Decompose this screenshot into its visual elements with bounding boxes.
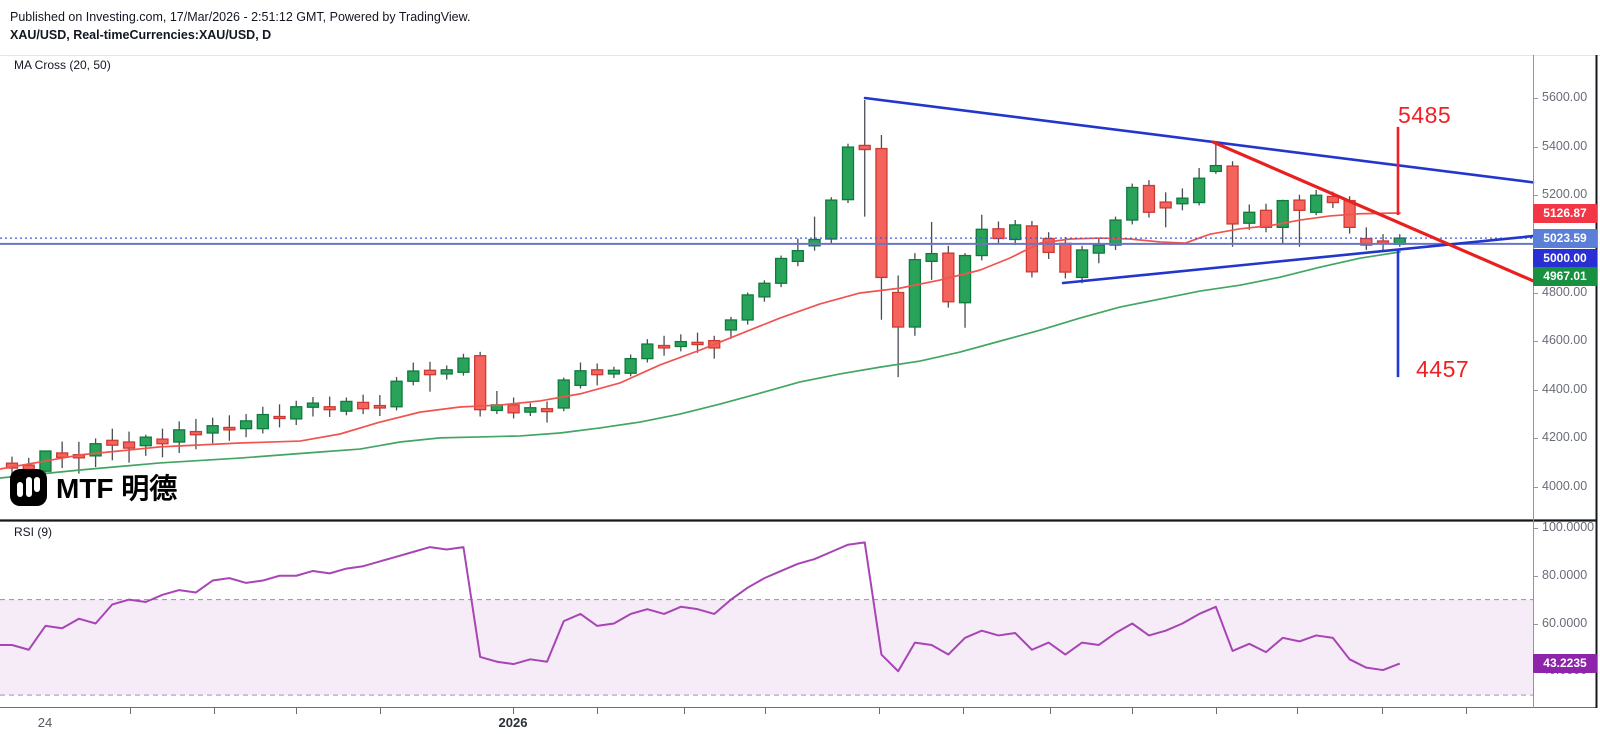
price-tick-mark bbox=[1533, 487, 1538, 488]
rsi-tick-mark bbox=[1533, 528, 1538, 529]
price-tick-mark bbox=[1533, 98, 1538, 99]
breakdown-trend-line bbox=[1211, 140, 1535, 283]
ma50-price-badge: 4967.01 bbox=[1533, 266, 1597, 286]
ma-cross-indicator-label: MA Cross (20, 50) bbox=[14, 58, 111, 72]
mtf-logo-icon bbox=[10, 468, 47, 506]
ma20-price-badge: 5126.87 bbox=[1533, 203, 1597, 223]
watermark-logo: MTF 明德 bbox=[10, 467, 177, 507]
time-tick-mark bbox=[597, 708, 598, 714]
rsi-tick-label: 100.0000 bbox=[1542, 520, 1595, 534]
last-price-badge: 5023.59 bbox=[1533, 229, 1597, 248]
candlestick-series bbox=[5, 99, 1406, 480]
price-tick-mark bbox=[1533, 195, 1538, 197]
mtf-logo-text: MTF 明德 bbox=[56, 473, 178, 504]
time-tick-mark bbox=[1050, 708, 1051, 714]
ma50-line bbox=[0, 251, 1401, 479]
time-tick-mark bbox=[380, 708, 381, 714]
time-tick-mark bbox=[1132, 708, 1133, 714]
rsi-tick-mark bbox=[1533, 623, 1538, 625]
symbol-title: XAU/USD, Real-timeCurrencies:XAU/USD, D bbox=[10, 28, 272, 42]
publish-attribution: Published on Investing.com, 17/Mar/2026 … bbox=[10, 10, 471, 24]
time-tick-mark bbox=[879, 708, 880, 714]
rsi-band bbox=[0, 599, 1533, 696]
rsi-tick-label: 60.0000 bbox=[1542, 615, 1588, 630]
time-tick-mark bbox=[513, 708, 514, 714]
price-tick-label: 4200.00 bbox=[1542, 430, 1588, 445]
rsi-tick-mark bbox=[1533, 575, 1538, 577]
price-tick-mark bbox=[1533, 292, 1538, 294]
time-tick-mark bbox=[684, 708, 685, 714]
price-tick-label: 4400.00 bbox=[1542, 381, 1588, 396]
price-tick-mark bbox=[1533, 146, 1538, 148]
price-tick-label: 5600.00 bbox=[1542, 90, 1588, 104]
rsi-indicator-label: RSI (9) bbox=[14, 525, 53, 539]
time-tick-mark bbox=[963, 708, 964, 714]
price-tick-label: 4600.00 bbox=[1542, 333, 1588, 348]
time-axis[interactable]: 24 2026 bbox=[0, 708, 1600, 734]
price-tick-mark bbox=[1533, 341, 1538, 343]
time-tick-label: 24 bbox=[37, 715, 53, 730]
time-tick-mark bbox=[214, 708, 215, 714]
time-tick-mark bbox=[130, 708, 131, 714]
time-tick-mark bbox=[296, 708, 297, 714]
price-tick-mark bbox=[1533, 389, 1538, 391]
hline-price-badge: 5000.00 bbox=[1533, 248, 1597, 268]
time-tick-mark bbox=[1297, 708, 1298, 714]
price-tick-label: 4800.00 bbox=[1542, 284, 1588, 299]
rsi-tick-label: 80.0000 bbox=[1542, 567, 1588, 582]
price-tick-label: 5200.00 bbox=[1542, 187, 1588, 202]
price-tick-label: 5400.00 bbox=[1542, 138, 1588, 153]
price-tick-label: 4000.00 bbox=[1542, 479, 1588, 493]
upper-target-label: 5485 bbox=[1398, 102, 1452, 128]
time-tick-mark bbox=[1466, 708, 1467, 714]
price-tick-mark bbox=[1533, 438, 1538, 440]
lower-target-label: 4457 bbox=[1416, 356, 1470, 382]
price-axis[interactable]: 5600.00 5400.00 5200.00 5000.00 4800.00 4600.… bbox=[1533, 55, 1600, 708]
time-tick-label: 2026 bbox=[498, 715, 528, 730]
rising-support-line bbox=[1061, 234, 1535, 285]
time-tick-mark bbox=[1382, 708, 1383, 714]
time-tick-mark bbox=[1216, 708, 1217, 714]
rsi-line bbox=[0, 541, 1401, 673]
descending-resistance-line bbox=[863, 96, 1535, 184]
rsi-value-badge: 43.2235 bbox=[1533, 654, 1597, 673]
time-tick-mark bbox=[765, 708, 766, 714]
ma20-line bbox=[0, 212, 1401, 470]
